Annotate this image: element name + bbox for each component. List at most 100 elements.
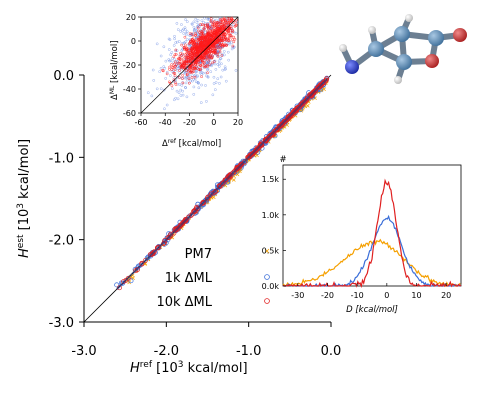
inset-ml10k-point [201,60,205,64]
inset-ml10k-point [202,33,206,37]
hydrogen-atom [405,14,413,22]
inset-ml1k-point [200,83,203,87]
ml10k-point [246,154,252,160]
inset-ml1k-point [174,49,178,53]
ml10k-point [133,268,139,274]
inset-ml10k-point [173,68,177,71]
inset-ml10k-point [206,41,210,44]
ml10k-point [219,181,225,187]
inset-ml10k-point [206,25,210,29]
inset-ml10k-point [216,53,220,56]
inset-ml1k-point [151,68,155,72]
inset-ml10k-point [174,81,177,85]
inset-ml1k-point [170,51,174,54]
inset-ml10k-point [190,76,194,79]
inset-ml1k-point [215,54,219,58]
inset-ml1k-point [174,41,177,44]
inset-ml10k-point [196,63,199,67]
inset-ml1k-point [196,19,200,22]
carbon-atom [396,54,412,70]
inset-ml10k-point [199,67,202,71]
inset-ml1k-point [230,41,233,45]
inset-ml1k-point [172,44,176,47]
inset-ml1k-point [181,89,184,93]
ml10k-point [175,225,181,231]
inset-ml10k-point [214,37,218,41]
inset-ml1k-point [194,17,198,21]
oxygen-atom [453,28,467,42]
hydrogen-atom [368,26,376,34]
ml10k-point [239,161,245,167]
inset-ml10k-point [235,23,238,27]
inset-ml1k-point [223,68,227,71]
main-x-tick-label: -3.0 [71,344,96,359]
inset-ml1k-point [189,79,192,83]
ml10k-point [142,258,148,264]
inset-scatter-x-tick-label: -60 [134,118,147,127]
inset-ml10k-point [215,32,218,35]
inset-ml1k-point [192,77,196,81]
inset-ml10k-point [215,51,219,55]
main-points [114,75,330,291]
inset-ml10k-point [168,67,171,71]
inset-scatter-x-ticks: -60 -40 -20 0 20 [134,113,243,127]
inset-ml1k-point [184,81,188,85]
inset-ml10k-point [181,81,185,85]
inset-ml1k-point [182,41,186,45]
inset-ml10k-point [218,43,222,47]
inset-ml10k-point [202,27,205,30]
ml10k-point [289,111,295,116]
pm7-point [313,96,317,101]
inset-ml10k-point [221,39,225,43]
inset-ml10k-point [197,61,200,65]
inset-ml10k-point [178,54,182,58]
inset-ml1k-point [173,58,176,61]
inset-ml1k-point [214,88,217,91]
inset-histogram-y-title: # [279,155,286,165]
inset-histogram-x-tick-label: 10 [411,291,421,300]
inset-ml10k-point [198,31,202,34]
inset-ml1k-point [234,69,238,72]
inset-ml1k-point [172,98,176,102]
inset-ml1k-point [212,75,216,79]
inset-histogram-x-tick-label: -30 [291,291,304,300]
inset-ml1k-point [162,88,166,92]
inset-ml1k-point [210,64,213,68]
inset-ml1k-point [185,38,189,41]
inset-ml1k-point [175,89,179,93]
inset-ml10k-point [218,27,222,31]
inset-histogram-x-tick-label: -20 [321,291,334,300]
inset-ml1k-point [159,87,163,91]
inset-ml1k-point [203,17,206,20]
inset-ml1k-point [222,50,226,53]
inset-ml10k-point [187,42,191,46]
inset-histogram-curves [282,178,462,289]
inset-ml10k-point [172,55,176,59]
inset-ml10k-point [226,21,230,24]
inset-ml10k-point [196,26,200,30]
inset-ml1k-point [207,60,211,64]
inset-histogram-y-tick-label: 1.0k [262,211,280,220]
inset-ml10k-point [191,57,195,61]
inset-ml10k-point [172,62,176,66]
carbon-atom [428,30,444,46]
legend-marker-10k-ml [264,298,270,304]
inset-ml10k-point [180,43,184,47]
inset-ml1k-point [196,74,199,78]
ml10k-point [231,169,237,175]
inset-ml1k-point [197,86,201,90]
inset-ml10k-point [198,44,201,48]
inset-ml10k-point [220,31,224,34]
legend-label-1k-ml: 1k ΔML [165,271,213,286]
inset-ml10k-point [198,44,202,48]
inset-ml1k-point [214,18,218,22]
inset-ml10k-point [209,31,213,35]
inset-ml10k-point [181,52,184,56]
inset-ml1k-point [219,75,223,79]
inset-histogram-y-ticks: 0.0k 0.5k 1.0k 1.5k [262,175,286,291]
inset-ml1k-point [150,94,154,98]
inset-ml10k-point [161,69,165,73]
inset-histogram-x-ticks: -30 -20 -10 0 10 20 [291,283,451,300]
ml10k-point [139,261,145,267]
inset-ml1k-point [184,86,187,90]
